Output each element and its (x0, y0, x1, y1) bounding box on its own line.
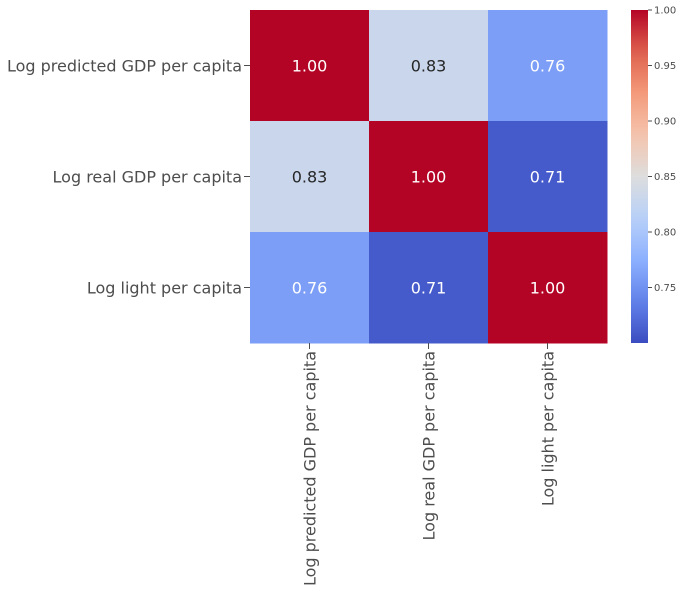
heatmap-cell-r2-c2 (488, 232, 608, 344)
heatmap-cell-r2-c1 (369, 232, 489, 344)
row-label: Log predicted GDP per capita (7, 57, 242, 76)
colorbar-gradient (631, 10, 648, 343)
heatmap-cell-r1-c1 (369, 121, 489, 233)
heatmap-cells: 1.00 0.83 0.76 0.83 1.00 0.71 0.76 0.71 1.00 (250, 10, 608, 344)
column-label: Log predicted GDP per capita (301, 351, 320, 586)
colorbar-tick-label: 1.00 (654, 6, 676, 17)
cell-value-label: 0.71 (530, 168, 566, 187)
column-labels: Log predicted GDP per capita Log real GDP… (301, 343, 558, 586)
cell-value-label: 1.00 (292, 57, 328, 76)
cell-value-label: 1.00 (411, 168, 447, 187)
cell-value-label: 0.83 (292, 168, 328, 187)
cell-value-label: 0.71 (411, 279, 447, 298)
heatmap-cell-r1-c2 (488, 121, 608, 233)
heatmap-cell-r0-c2 (488, 10, 608, 122)
heatmap-cell-r2-c0 (250, 232, 370, 344)
heatmap-cell-r0-c0 (250, 10, 370, 122)
colorbar: 1.00 0.95 0.90 0.85 0.80 0.75 (631, 6, 676, 343)
column-label: Log real GDP per capita (420, 351, 439, 540)
heatmap-cell-r0-c1 (369, 10, 489, 122)
cell-value-label: 0.76 (292, 279, 328, 298)
colorbar-tick-label: 0.85 (654, 172, 676, 183)
column-label: Log light per capita (539, 351, 558, 506)
colorbar-tick-label: 0.80 (654, 228, 676, 239)
cell-value-label: 0.76 (530, 57, 566, 76)
row-label: Log real GDP per capita (53, 168, 242, 187)
row-labels: Log predicted GDP per capita Log real GDP… (7, 57, 250, 298)
cell-value-label: 1.00 (530, 279, 566, 298)
colorbar-tick-label: 0.90 (654, 117, 676, 128)
row-label: Log light per capita (87, 279, 242, 298)
colorbar-tick-label: 0.75 (654, 283, 676, 294)
cell-value-label: 0.83 (411, 57, 447, 76)
heatmap-cell-r1-c0 (250, 121, 370, 233)
colorbar-tick-label: 0.95 (654, 61, 676, 72)
